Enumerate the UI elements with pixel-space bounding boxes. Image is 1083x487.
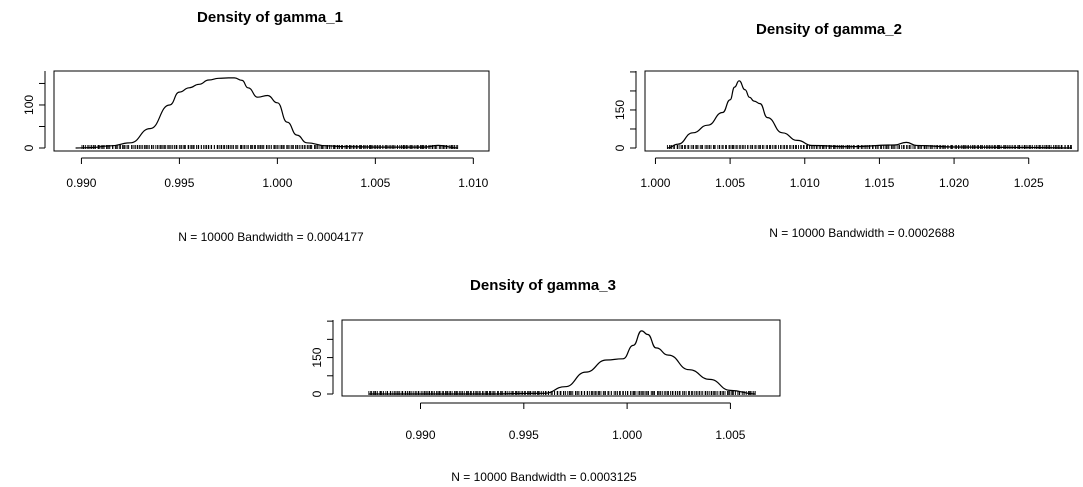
x-tick-label: 0.990: [66, 176, 96, 190]
y-axis: 0 150: [310, 320, 334, 397]
x-tick-label: 1.015: [864, 176, 894, 190]
x-axis: 0.990 0.995 1.000 1.005: [405, 402, 746, 442]
y-tick-label: 150: [310, 347, 324, 367]
plot-frame: [644, 70, 1079, 152]
density-curve: [75, 77, 458, 149]
x-tick-label: 1.000: [640, 176, 670, 190]
x-tick-label: 1.000: [262, 176, 292, 190]
x-axis: 0.990 0.995 1.000 1.005 1.010: [66, 157, 489, 190]
subtitle: N = 10000 Bandwidth = 0.0003125: [451, 470, 637, 484]
x-tick-label: 1.005: [715, 176, 745, 190]
panel-gamma-1: Density of gamma_1 0.990 0.995 1.000 1.005 1…: [22, 9, 490, 244]
y-tick-label: 0: [22, 144, 36, 151]
x-axis: 1.000 1.005 1.010 1.015 1.020 1.025: [640, 157, 1044, 190]
x-tick-label: 0.995: [164, 176, 194, 190]
plot-frame: [53, 70, 490, 152]
chart-title: Density of gamma_2: [756, 21, 902, 38]
density-curve: [667, 80, 1073, 149]
chart-title: Density of gamma_1: [197, 9, 343, 26]
subtitle: N = 10000 Bandwidth = 0.0004177: [178, 230, 364, 244]
y-axis: 0 100: [22, 71, 46, 151]
y-tick-label: 150: [613, 100, 627, 120]
plot-frame: [341, 319, 781, 397]
x-tick-label: 1.005: [715, 428, 745, 442]
x-tick-label: 1.000: [612, 428, 642, 442]
y-tick-label: 0: [310, 390, 324, 397]
x-tick-label: 1.005: [360, 176, 390, 190]
y-tick-label: 100: [22, 95, 36, 115]
y-tick-label: 0: [613, 144, 627, 151]
x-tick-label: 1.025: [1014, 176, 1044, 190]
panel-gamma-2: Density of gamma_2 1.000 1.005 1.010 1.015 1…: [613, 21, 1079, 240]
x-tick-label: 1.010: [790, 176, 820, 190]
panel-gamma-3: Density of gamma_3 0.990 0.995 1.000 1.005 …: [310, 277, 781, 484]
x-tick-label: 0.995: [509, 428, 539, 442]
density-curve: [368, 330, 756, 395]
x-tick-label: 1.010: [458, 176, 488, 190]
chart-title: Density of gamma_3: [470, 277, 616, 294]
y-axis: 0 150: [613, 71, 637, 151]
x-tick-label: 1.020: [939, 176, 969, 190]
subtitle: N = 10000 Bandwidth = 0.0002688: [769, 226, 955, 240]
x-tick-label: 0.990: [405, 428, 435, 442]
